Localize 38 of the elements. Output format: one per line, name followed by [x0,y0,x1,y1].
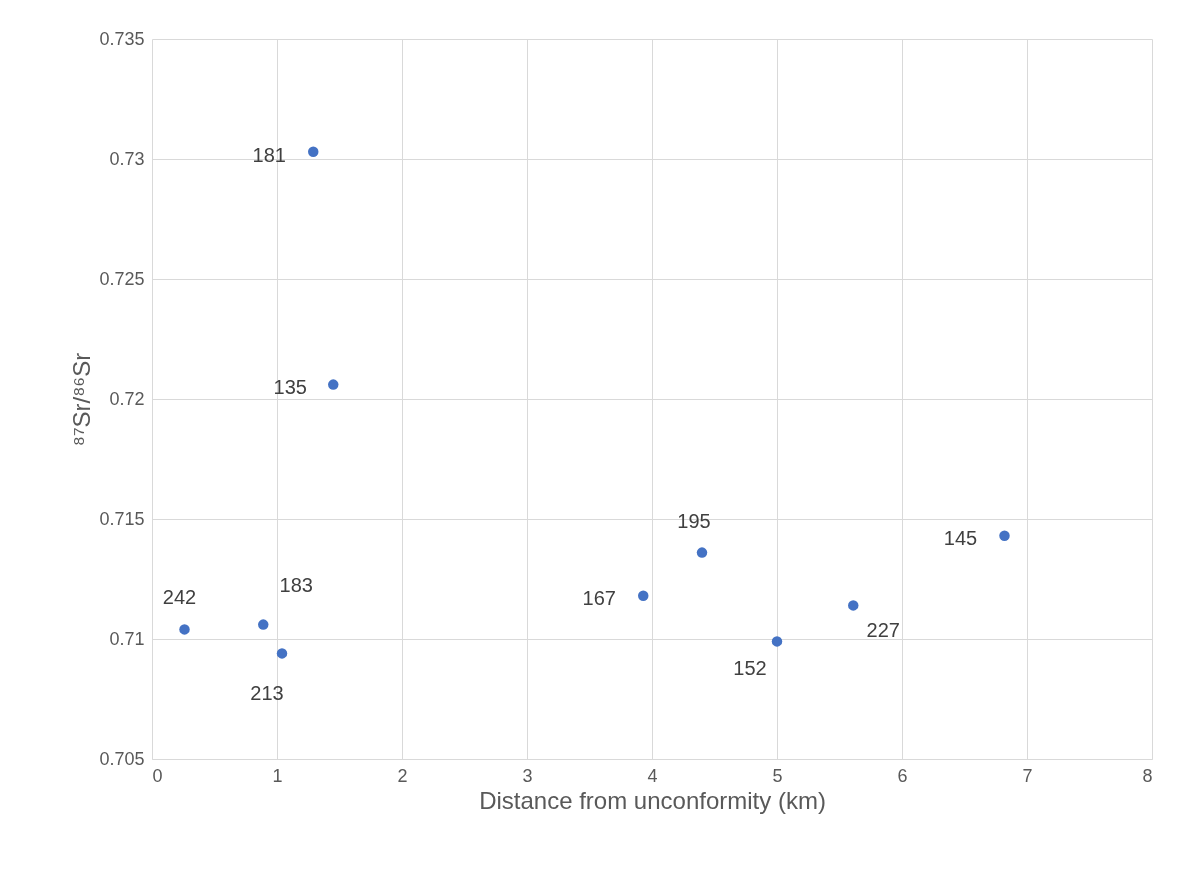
annotation: 181 [252,143,286,166]
y-tick-label: 0.73 [109,148,145,169]
x-axis-title: Distance from unconformity (km) [479,786,826,814]
x-tick-label: 0 [152,765,163,786]
annotation: 195 [677,509,711,532]
y-tick-label: 0.71 [109,628,145,649]
point [328,379,339,390]
x-tick-label: 4 [647,765,658,786]
point [999,530,1010,542]
x-tick-label: 7 [1022,765,1033,786]
x-tick-label: 5 [772,765,783,786]
annotation: 183 [279,573,313,596]
annotation: 152 [733,657,767,680]
y-tick-label: 0.715 [99,508,145,529]
annotation: 145 [943,526,978,549]
point [258,619,269,630]
y-axis-title: ⁸⁷Sr/⁸⁶Sr [68,352,96,447]
point [179,624,190,635]
point [771,636,783,647]
point [638,590,649,602]
y-tick-label: 0.735 [99,28,145,49]
x-tick-label: 3 [522,765,533,786]
x-tick-label: 6 [897,765,908,786]
point [276,648,288,659]
point [848,600,859,611]
y-tick-label: 0.725 [99,268,145,289]
x-tick-label: 1 [272,765,283,786]
annotation: 135 [273,375,307,398]
annotation: 227 [866,619,900,642]
annotation: 167 [582,586,616,609]
annotation: 213 [250,682,284,705]
x-tick-label: 2 [397,765,408,786]
point [308,146,319,158]
y-tick-label: 0.72 [109,388,145,409]
annotation: 242 [162,586,197,609]
x-tick-label: 8 [1142,765,1153,786]
point [696,547,708,558]
y-tick-label: 0.705 [99,748,145,769]
